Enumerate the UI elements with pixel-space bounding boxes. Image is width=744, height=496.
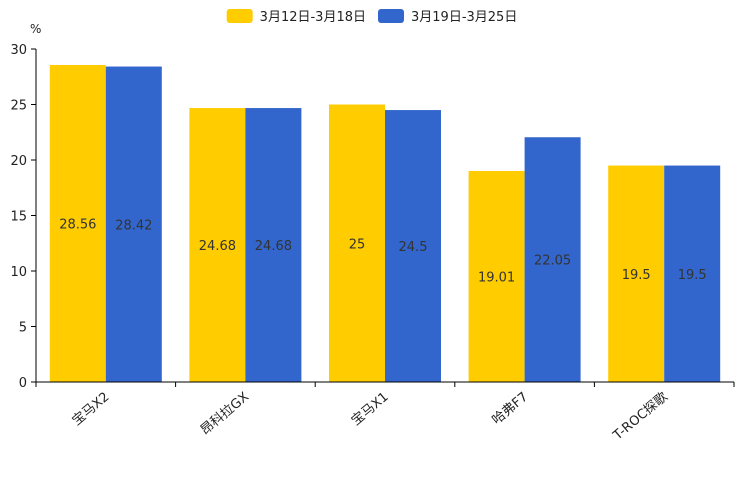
y-tick-label-0: 0 bbox=[19, 376, 27, 391]
bar-s1-2 bbox=[329, 104, 385, 382]
y-tick-label-5: 25 bbox=[10, 99, 27, 114]
x-category-label-0: 宝马X2 bbox=[70, 390, 113, 429]
bar-label-s2-1: 24.68 bbox=[255, 239, 292, 254]
bar-label-s2-0: 28.42 bbox=[115, 218, 152, 233]
bar-s1-1 bbox=[189, 108, 246, 382]
y-axis: 0 5 10 15 20 25 30 bbox=[10, 43, 37, 391]
bar-s1-0 bbox=[49, 64, 106, 382]
x-category-label-4: T-ROC探歌 bbox=[610, 390, 671, 444]
y-tick-label-1: 5 bbox=[19, 321, 27, 336]
legend-swatch-1 bbox=[226, 9, 253, 23]
bar-label-s1-2: 25 bbox=[349, 237, 366, 252]
legend-label-2: 3月19日-3月25日 bbox=[411, 10, 517, 25]
legend-label-1: 3月12日-3月18日 bbox=[260, 10, 366, 25]
x-category-label-3: 哈弗F7 bbox=[490, 390, 532, 428]
bar-label-s1-3: 19.01 bbox=[478, 270, 515, 285]
bar-s2-2 bbox=[385, 110, 441, 383]
x-axis: 宝马X2 昂科拉GX 宝马X1 哈弗F7 T-ROC探歌 bbox=[35, 381, 735, 444]
y-tick-label-3: 15 bbox=[10, 210, 27, 225]
bar-label-s2-4: 19.5 bbox=[678, 268, 707, 283]
bar-labels: 28.56 28.42 24.68 24.68 25 24.5 19.01 22.05 19.5… bbox=[59, 217, 706, 285]
bar-label-s1-1: 24.68 bbox=[199, 239, 236, 254]
bar-label-s2-2: 24.5 bbox=[399, 240, 428, 255]
x-category-label-2: 宝马X1 bbox=[349, 390, 392, 429]
y-tick-label-2: 10 bbox=[10, 265, 27, 280]
x-category-label-1: 昂科拉GX bbox=[198, 390, 252, 439]
bars bbox=[49, 64, 721, 383]
y-tick-label-4: 20 bbox=[10, 154, 27, 169]
legend-item-1: 3月12日-3月18日 bbox=[226, 9, 366, 25]
legend: 3月12日-3月18日 3月19日-3月25日 bbox=[226, 9, 517, 25]
legend-item-2: 3月19日-3月25日 bbox=[378, 9, 517, 25]
y-tick-label-6: 30 bbox=[10, 43, 27, 58]
bar-label-s1-0: 28.56 bbox=[59, 217, 96, 232]
bar-s2-4 bbox=[664, 165, 721, 382]
bar-s1-3 bbox=[468, 170, 525, 382]
y-axis-unit-label: % bbox=[30, 22, 41, 36]
bar-label-s1-4: 19.5 bbox=[622, 268, 651, 283]
bar-s2-3 bbox=[524, 137, 581, 382]
bar-s2-1 bbox=[245, 108, 302, 382]
bar-s2-0 bbox=[105, 66, 162, 383]
bar-label-s2-3: 22.05 bbox=[534, 254, 571, 269]
bar-s1-4 bbox=[608, 165, 665, 382]
legend-swatch-2 bbox=[378, 9, 404, 23]
